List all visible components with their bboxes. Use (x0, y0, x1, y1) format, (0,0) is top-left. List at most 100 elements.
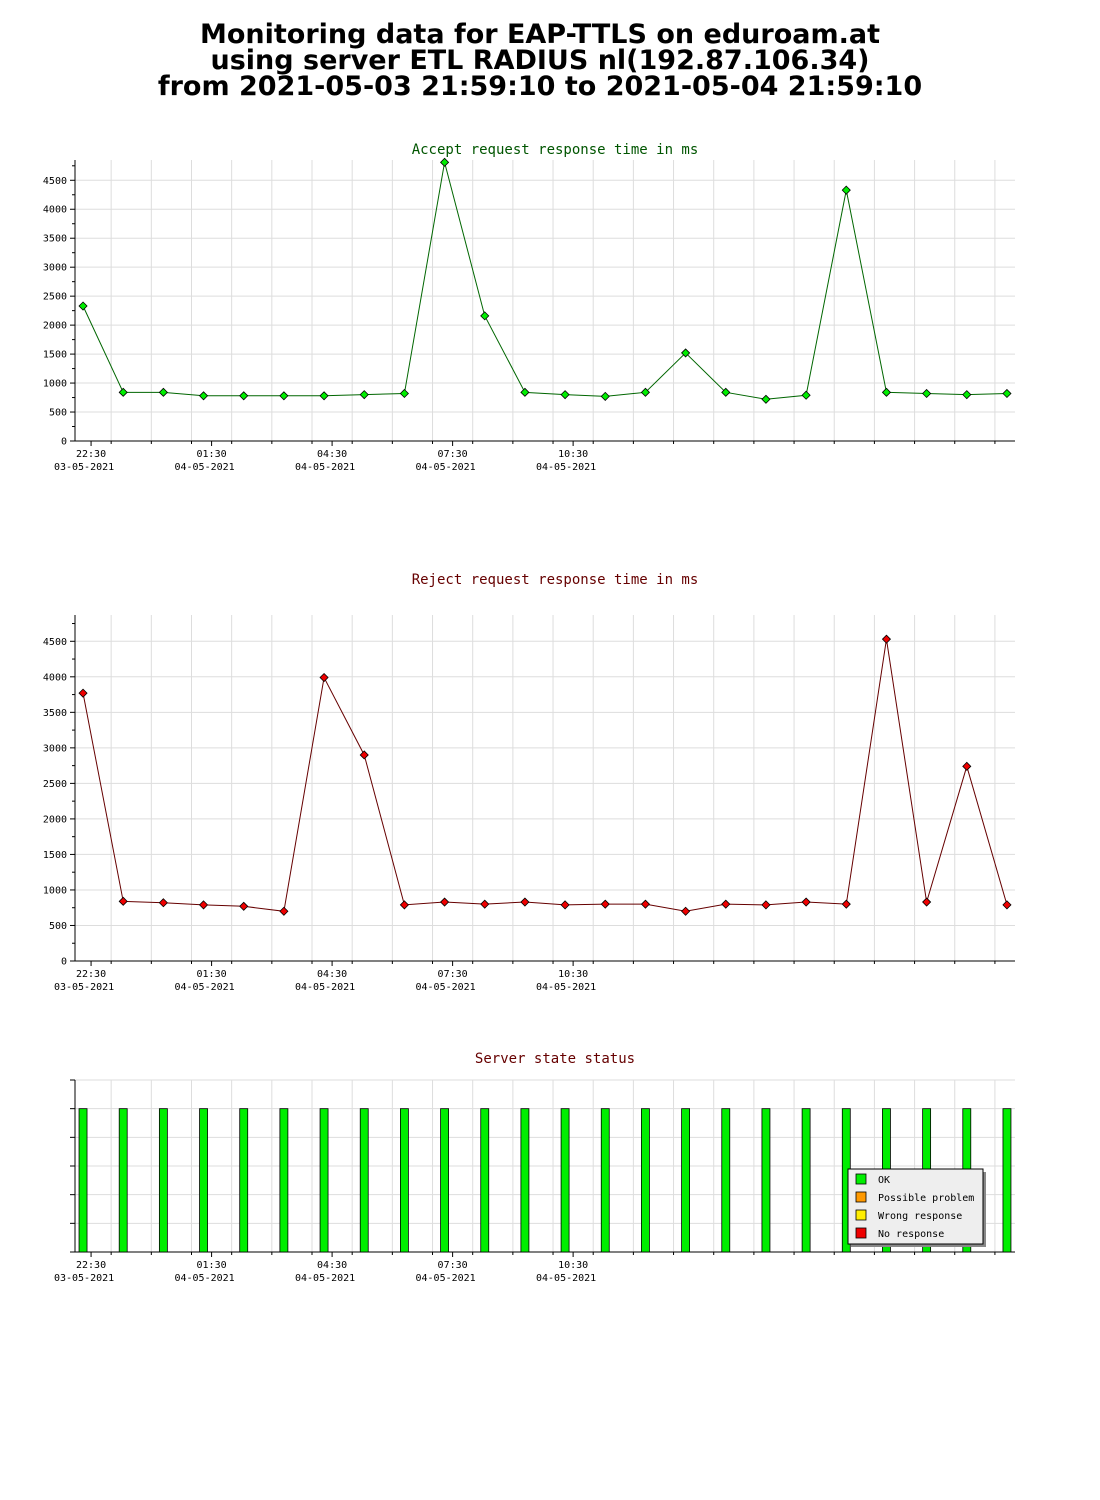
reject-x-tick-date: 04-05-2021 (174, 982, 234, 993)
reject-y-tick-label: 1000 (43, 885, 67, 896)
accept-x-tick-date: 04-05-2021 (415, 462, 475, 473)
status-status-bar (279, 1108, 289, 1253)
reject-y-tick-label: 0 (61, 957, 67, 968)
status-status-bar (801, 1108, 811, 1253)
status-legend-label: No response (878, 1229, 944, 1240)
status-status-bar (400, 1108, 409, 1253)
accept-data-point (761, 394, 771, 404)
accept-data-point (198, 391, 209, 401)
title-line-3: from 2021-05-03 21:59:10 to 2021-05-04 2… (157, 71, 923, 102)
reject-y-tick-label: 4500 (43, 637, 67, 648)
title-line-2: using server ETL RADIUS nl(192.87.106.34… (210, 45, 870, 76)
accept-data-point (279, 391, 289, 401)
reject-x-tick-time: 01:30 (197, 969, 227, 980)
reject-data-point (640, 899, 650, 909)
accept-y-tick-label: 2500 (43, 292, 67, 303)
accept-x-tick-time: 07:30 (438, 449, 468, 460)
status-legend (847, 1168, 984, 1245)
reject-data-point (560, 900, 570, 910)
status-status-bar (199, 1108, 208, 1253)
status-x-tick-time: 04:30 (317, 1260, 347, 1271)
reject-data-point (158, 898, 168, 908)
reject-title: Reject request response time in ms (412, 572, 699, 588)
reject-data-point (1002, 900, 1012, 910)
reject-data-point (78, 688, 88, 698)
status-legend-label: OK (878, 1175, 890, 1186)
reject-x-tick-time: 07:30 (438, 969, 468, 980)
reject-data-point (239, 901, 249, 911)
accept-data-point (560, 390, 570, 400)
status-x-tick-date: 04-05-2021 (295, 1273, 355, 1284)
status-x-tick-date: 04-05-2021 (415, 1273, 475, 1284)
accept-data-point (118, 387, 128, 397)
status-status-bar (359, 1108, 369, 1253)
status-status-bar (520, 1108, 530, 1253)
accept-data-point (881, 387, 892, 397)
accept-data-point (480, 311, 490, 321)
reject-data-point (600, 899, 610, 909)
accept-data-point (600, 391, 610, 401)
reject-data-point (922, 897, 932, 907)
status-legend-swatch (855, 1209, 867, 1221)
status-x-tick-date: 04-05-2021 (536, 1273, 596, 1284)
reject-data-point (841, 899, 851, 909)
status-status-bar (1002, 1108, 1012, 1253)
accept-y-tick-label: 500 (49, 408, 67, 419)
reject-data-point (721, 899, 731, 909)
status-status-bar (600, 1108, 610, 1253)
accept-data-point (801, 390, 811, 400)
page-title: Monitoring data for EAP-TTLS on eduroam.… (0, 21, 1080, 102)
reject-data-point (801, 897, 811, 907)
status-x-tick-time: 01:30 (197, 1260, 227, 1271)
accept-data-point (239, 391, 249, 401)
status-chart: Server state status 22:30 03-05-2021 01:30 0… (54, 1051, 1015, 1284)
accept-data-point (158, 387, 168, 397)
accept-x-tick-date: 03-05-2021 (54, 462, 114, 473)
reject-x-tick-date: 04-05-2021 (415, 982, 475, 993)
accept-chart: Accept request response time in ms 22:30 0… (43, 142, 1015, 473)
accept-y-tick-label: 4000 (43, 205, 67, 216)
reject-x-tick-date: 04-05-2021 (295, 982, 355, 993)
accept-y-tick-label: 2000 (43, 321, 67, 332)
accept-data-point (1002, 388, 1012, 399)
reject-y-tick-label: 4000 (43, 672, 67, 683)
status-status-bar (158, 1108, 168, 1253)
accept-data-point (721, 387, 731, 397)
reject-x-tick-time: 04:30 (317, 969, 347, 980)
accept-x-tick-time: 01:30 (197, 449, 227, 460)
status-status-bar (681, 1108, 690, 1253)
status-x-tick-date: 04-05-2021 (174, 1273, 234, 1284)
reject-x-tick-date: 03-05-2021 (54, 982, 114, 993)
reject-data-point (681, 906, 691, 916)
accept-x-tick-date: 04-05-2021 (536, 462, 596, 473)
accept-y-tick-label: 1000 (43, 379, 67, 390)
accept-data-point (841, 185, 851, 195)
reject-y-tick-label: 2000 (43, 814, 67, 825)
status-legend-swatch (855, 1173, 867, 1185)
status-status-bar (118, 1108, 128, 1253)
reject-chart: Reject request response time in ms 22:30 0… (43, 572, 1015, 993)
accept-data-point (319, 391, 329, 401)
accept-title: Accept request response time in ms (412, 142, 699, 158)
accept-x-tick-time: 10:30 (558, 449, 588, 460)
status-status-bar (319, 1108, 329, 1253)
accept-y-tick-label: 1500 (43, 350, 67, 361)
reject-data-point (881, 634, 892, 644)
status-legend-swatch (855, 1191, 867, 1203)
accept-y-tick-label: 0 (61, 437, 67, 448)
accept-series-line (82, 162, 1007, 400)
reject-data-point (520, 897, 530, 907)
accept-data-point (640, 387, 650, 397)
accept-y-tick-label: 4500 (43, 176, 67, 187)
reject-y-tick-label: 3000 (43, 743, 67, 754)
status-status-bar (560, 1108, 570, 1253)
reject-series-line (82, 639, 1008, 912)
reject-data-point (359, 750, 369, 760)
accept-y-tick-label: 3500 (43, 234, 67, 245)
reject-data-point (399, 900, 409, 910)
accept-data-point (962, 390, 972, 400)
accept-y-tick-label: 3000 (43, 263, 67, 274)
reject-data-point (440, 897, 450, 907)
accept-data-point (520, 387, 530, 397)
reject-y-tick-label: 2500 (43, 779, 67, 790)
